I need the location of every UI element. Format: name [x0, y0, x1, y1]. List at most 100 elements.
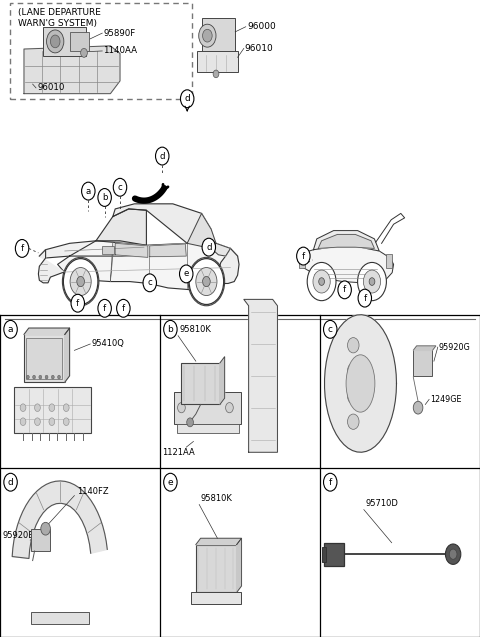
Circle shape — [15, 240, 29, 257]
Bar — [31, 612, 89, 624]
Circle shape — [348, 338, 359, 353]
Circle shape — [35, 404, 40, 412]
Circle shape — [98, 299, 111, 317]
Circle shape — [178, 403, 185, 413]
Text: d: d — [159, 152, 165, 161]
Text: d: d — [184, 94, 190, 103]
Circle shape — [199, 24, 216, 47]
Circle shape — [50, 35, 60, 48]
Bar — [70, 32, 89, 51]
Text: b: b — [102, 193, 108, 202]
Text: 95810K: 95810K — [179, 325, 211, 334]
Circle shape — [180, 265, 193, 283]
Text: 1140AA: 1140AA — [103, 47, 137, 55]
Polygon shape — [298, 247, 394, 283]
Polygon shape — [24, 328, 70, 334]
Bar — [26, 338, 62, 379]
Circle shape — [307, 262, 336, 301]
Circle shape — [203, 29, 212, 42]
Circle shape — [71, 294, 84, 312]
Circle shape — [82, 182, 95, 200]
Bar — [177, 424, 239, 433]
Polygon shape — [12, 481, 107, 559]
Circle shape — [338, 281, 351, 299]
Polygon shape — [237, 538, 241, 592]
Circle shape — [20, 404, 26, 412]
Ellipse shape — [346, 355, 375, 412]
Circle shape — [49, 404, 55, 412]
Polygon shape — [115, 243, 148, 257]
Polygon shape — [244, 299, 277, 452]
Circle shape — [413, 401, 423, 414]
Circle shape — [156, 147, 169, 165]
Circle shape — [313, 270, 330, 293]
Text: e: e — [183, 269, 189, 278]
Circle shape — [62, 257, 99, 306]
Circle shape — [117, 299, 130, 317]
Circle shape — [348, 363, 359, 378]
FancyBboxPatch shape — [10, 3, 192, 99]
Polygon shape — [39, 241, 146, 258]
Circle shape — [39, 375, 42, 379]
Text: a: a — [8, 325, 13, 334]
Circle shape — [226, 403, 233, 413]
Circle shape — [213, 70, 219, 78]
Polygon shape — [65, 328, 70, 382]
Circle shape — [449, 549, 457, 559]
Bar — [24, 334, 65, 382]
Polygon shape — [196, 538, 241, 545]
Circle shape — [358, 289, 372, 307]
Text: f: f — [343, 285, 346, 294]
Text: f: f — [76, 299, 79, 308]
Polygon shape — [187, 213, 216, 248]
Polygon shape — [96, 209, 146, 245]
Bar — [299, 254, 305, 268]
Text: f: f — [21, 244, 24, 253]
Circle shape — [445, 544, 461, 564]
Text: 96000: 96000 — [247, 22, 276, 31]
Circle shape — [33, 375, 36, 379]
Text: 95710D: 95710D — [365, 499, 398, 508]
Text: f: f — [363, 294, 366, 303]
Circle shape — [26, 375, 29, 379]
Text: f: f — [302, 252, 305, 261]
Text: c: c — [118, 183, 122, 192]
Text: 95920B: 95920B — [2, 531, 35, 540]
Circle shape — [188, 257, 225, 306]
Circle shape — [51, 375, 54, 379]
Circle shape — [98, 189, 111, 206]
Circle shape — [164, 320, 177, 338]
Circle shape — [63, 404, 69, 412]
Bar — [386, 254, 392, 268]
Circle shape — [49, 418, 55, 426]
Bar — [181, 363, 220, 404]
Text: 1249GE: 1249GE — [430, 395, 462, 404]
Circle shape — [196, 268, 217, 296]
Circle shape — [324, 320, 337, 338]
Bar — [202, 18, 235, 53]
Text: e: e — [168, 478, 173, 487]
Text: d: d — [8, 478, 13, 487]
Circle shape — [45, 375, 48, 379]
Circle shape — [180, 90, 194, 108]
Circle shape — [187, 418, 193, 427]
Text: 96010: 96010 — [245, 44, 274, 53]
Circle shape — [4, 473, 17, 491]
Bar — [14, 387, 91, 433]
Text: (LANE DEPARTURE
WARN'G SYSTEM): (LANE DEPARTURE WARN'G SYSTEM) — [18, 8, 101, 29]
Polygon shape — [24, 46, 120, 94]
Circle shape — [81, 48, 87, 57]
Text: 95810K: 95810K — [201, 494, 232, 503]
Bar — [197, 51, 238, 72]
Circle shape — [348, 414, 359, 429]
Circle shape — [20, 418, 26, 426]
Bar — [102, 246, 114, 254]
Circle shape — [202, 238, 216, 256]
Text: c: c — [147, 278, 152, 287]
Bar — [191, 592, 241, 604]
Bar — [322, 547, 326, 562]
Circle shape — [164, 473, 177, 491]
Bar — [43, 27, 86, 56]
Polygon shape — [313, 231, 379, 251]
Polygon shape — [413, 346, 436, 350]
